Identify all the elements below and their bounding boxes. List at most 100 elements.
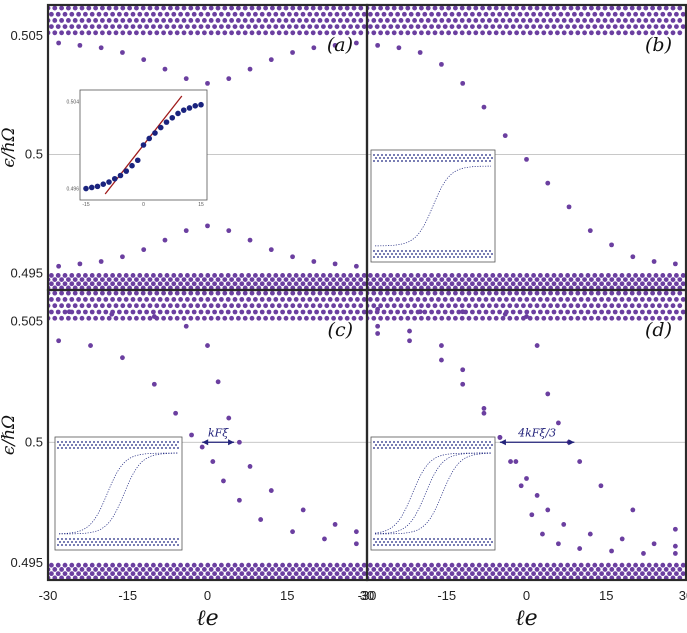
bulk-band-point	[72, 285, 78, 290]
bulk-band-point	[524, 571, 530, 577]
bulk-band-point	[351, 303, 357, 309]
series-point-crossing-state-2	[534, 493, 540, 498]
bulk-band-point	[548, 5, 553, 11]
bulk-band-point	[378, 290, 383, 296]
bulk-band-point	[527, 277, 533, 283]
bulk-band-point	[290, 285, 296, 290]
bulk-band-point	[636, 575, 642, 580]
bulk-band-point	[361, 309, 367, 315]
bulk-band-point	[113, 567, 119, 572]
bulk-band-point	[120, 18, 126, 23]
bulk-band-point	[59, 277, 64, 283]
bulk-band-point	[147, 30, 153, 36]
bulk-band-point	[374, 297, 380, 302]
bulk-band-point	[178, 24, 184, 30]
bulk-band-point	[548, 575, 553, 580]
bulk-band-point	[602, 285, 608, 290]
bulk-band-point	[188, 290, 194, 296]
bulk-band-point	[103, 273, 109, 278]
bulk-band-point	[147, 18, 153, 23]
bulk-band-point	[327, 24, 333, 30]
bulk-band-point	[490, 297, 496, 302]
bulk-band-point	[324, 5, 330, 11]
bulk-band-point	[49, 571, 54, 577]
series-point-crossing-state-2	[247, 464, 253, 469]
bulk-band-point	[548, 277, 553, 283]
bulk-band-point	[331, 315, 336, 321]
bulk-band-point	[273, 562, 279, 568]
bulk-band-point	[408, 571, 414, 577]
bulk-band-point	[212, 562, 218, 568]
inset-point	[83, 185, 89, 192]
bulk-band-point	[219, 309, 224, 315]
bulk-band-point	[561, 277, 567, 283]
bulk-band-point	[355, 571, 360, 577]
bulk-band-point	[208, 18, 214, 23]
bulk-band-point	[236, 575, 241, 580]
bulk-band-point	[599, 297, 604, 302]
bulk-band-point	[69, 562, 75, 568]
bulk-band-point	[310, 277, 316, 283]
bulk-band-point	[480, 315, 485, 321]
bulk-band-point	[381, 297, 387, 302]
bulk-band-point	[83, 309, 88, 315]
series-point-crossing-state-2	[300, 507, 306, 513]
bulk-band-point	[219, 297, 224, 302]
bulk-band-point	[242, 315, 248, 321]
bulk-band-point	[500, 5, 506, 11]
bulk-band-point	[453, 567, 458, 572]
bulk-band-point	[72, 5, 78, 11]
bulk-band-point	[568, 18, 574, 23]
bulk-band-point	[273, 24, 279, 30]
bulk-band-point	[137, 309, 143, 315]
bulk-band-point	[585, 281, 591, 287]
bulk-band-point	[633, 273, 638, 278]
bulk-band-point	[212, 11, 218, 17]
bulk-band-point	[215, 303, 221, 309]
bulk-band-point	[202, 567, 207, 572]
bulk-band-point	[602, 567, 608, 572]
bulk-band-point	[660, 309, 666, 315]
bulk-band-point	[83, 24, 88, 30]
bulk-band-point	[497, 297, 502, 302]
bulk-band-point	[514, 5, 519, 11]
bulk-band-point	[62, 297, 68, 302]
bulk-band-point	[181, 303, 187, 309]
bulk-band-point	[215, 315, 221, 321]
bulk-band-point	[270, 18, 275, 23]
bulk-band-point	[130, 11, 136, 17]
bulk-band-point	[667, 281, 672, 287]
bulk-band-point	[466, 567, 472, 572]
bulk-band-point	[453, 277, 458, 283]
bulk-band-point	[59, 567, 64, 572]
bulk-band-point	[609, 290, 615, 296]
bulk-band-point	[229, 285, 234, 290]
bulk-band-point	[334, 281, 340, 287]
bulk-band-point	[341, 273, 347, 278]
bulk-band-point	[602, 315, 608, 321]
bulk-band-point	[612, 309, 618, 315]
bulk-band-point	[242, 285, 248, 290]
bulk-band-point	[609, 285, 615, 290]
bulk-band-point	[653, 562, 659, 568]
bulk-band-point	[164, 562, 170, 568]
bulk-band-point	[314, 571, 319, 577]
bulk-band-point	[297, 285, 302, 290]
bulk-band-point	[565, 24, 570, 30]
bulk-band-point	[371, 290, 377, 296]
series-point-lower-edge-state	[353, 263, 359, 269]
bulk-band-point	[140, 303, 146, 309]
bulk-band-point	[89, 571, 95, 577]
bulk-band-point	[127, 315, 132, 321]
bulk-band-point	[595, 285, 601, 290]
bulk-band-point	[633, 24, 638, 30]
series-point-lower-edge-state	[98, 259, 104, 264]
bulk-band-point	[154, 18, 160, 23]
bulk-band-point	[595, 18, 601, 23]
bulk-band-point	[626, 24, 632, 30]
bulk-band-point	[66, 277, 71, 283]
bulk-band-point	[442, 309, 448, 315]
bulk-band-point	[86, 18, 92, 23]
bulk-band-point	[565, 273, 570, 278]
